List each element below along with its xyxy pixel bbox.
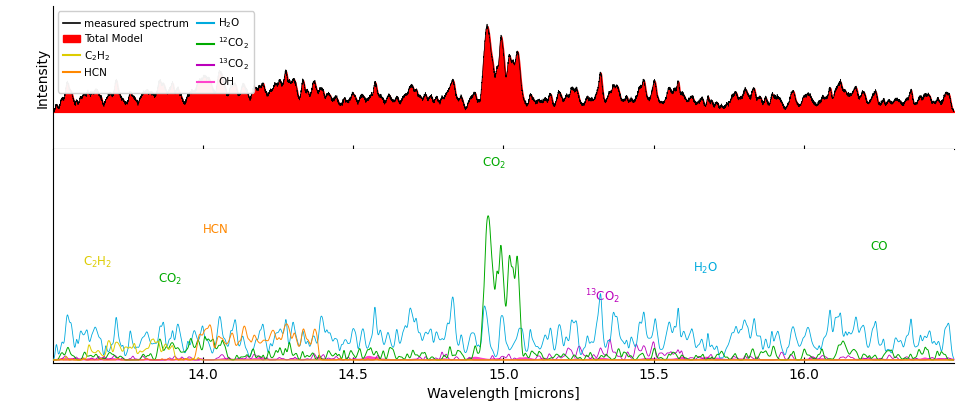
- Y-axis label: Intensity: Intensity: [36, 48, 50, 108]
- Text: CO: CO: [870, 240, 888, 253]
- Text: CO$_2$: CO$_2$: [482, 156, 506, 171]
- Text: C$_2$H$_2$: C$_2$H$_2$: [82, 255, 112, 270]
- Legend: measured spectrum, Total Model, C$_2$H$_2$, HCN, H$_2$O, $^{12}$CO$_2$, $^{13}$C: measured spectrum, Total Model, C$_2$H$_…: [58, 11, 254, 93]
- X-axis label: Wavelength [microns]: Wavelength [microns]: [427, 387, 580, 401]
- Text: HCN: HCN: [203, 223, 229, 236]
- Text: $^{13}$CO$_2$: $^{13}$CO$_2$: [585, 288, 620, 306]
- Text: CO$_2$: CO$_2$: [158, 272, 182, 287]
- Text: H$_2$O: H$_2$O: [692, 261, 718, 276]
